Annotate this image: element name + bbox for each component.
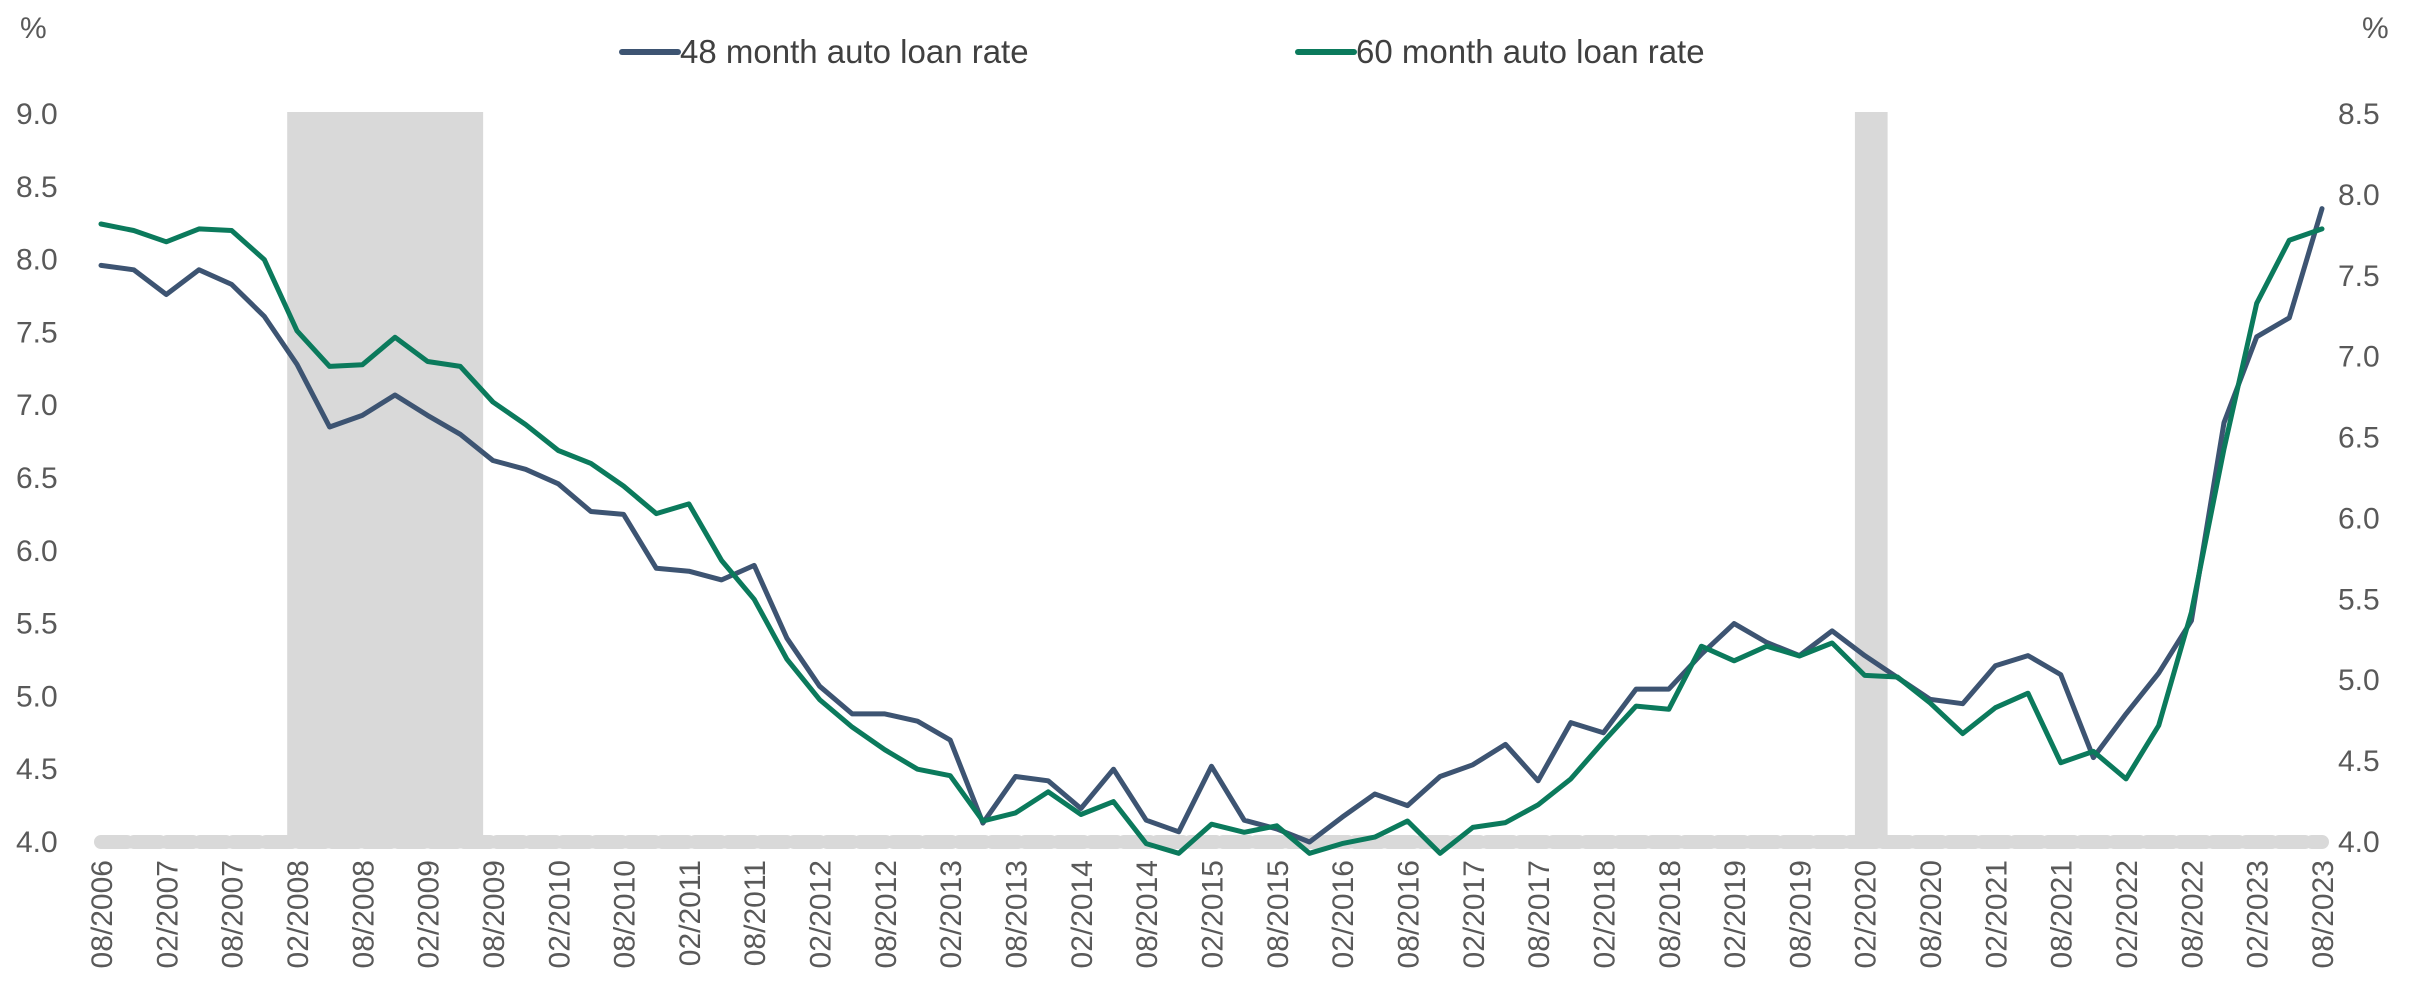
recession-band-0 [287, 112, 484, 842]
right-tick-label: 7.5 [2338, 260, 2380, 293]
right-tick-label: 6.0 [2338, 502, 2380, 535]
right-tick-label: 7.0 [2338, 341, 2380, 374]
series-lines-layer [98, 206, 2325, 856]
x-tick-label: 02/2023 [2242, 860, 2275, 968]
x-tick-label: 02/2021 [1980, 860, 2013, 968]
x-tick-label: 02/2020 [1850, 860, 1883, 968]
right-tick-label: 4.5 [2338, 745, 2380, 778]
x-tick-label: 08/2014 [1131, 860, 1164, 968]
x-tick-label: 08/2015 [1262, 860, 1295, 968]
right-tick-label: 5.5 [2338, 583, 2380, 616]
x-tick-label: 02/2016 [1327, 860, 1360, 968]
right-y-axis: % 4.0 4.5 5.0 5.5 6.0 6.5 7.0 7.5 8.0 8.5 [2338, 12, 2389, 859]
x-tick-label: 08/2020 [1915, 860, 1948, 968]
legend-label-60-month: 60 month auto loan rate [1356, 33, 1705, 70]
x-tick-label: 08/2018 [1654, 860, 1687, 968]
x-tick-label: 08/2016 [1392, 860, 1425, 968]
x-tick-label: 02/2011 [674, 860, 707, 966]
x-tick-label: 08/2007 [217, 860, 250, 968]
x-tick-label: 08/2006 [86, 860, 119, 968]
x-tick-label: 02/2022 [2111, 860, 2144, 968]
x-tick-label: 02/2013 [935, 860, 968, 968]
x-tick-label: 02/2012 [805, 860, 838, 968]
x-tick-label: 08/2013 [1001, 860, 1034, 968]
x-tick-label: 02/2019 [1719, 860, 1752, 968]
x-tick-label: 02/2018 [1588, 860, 1621, 968]
x-tick-label: 02/2014 [1066, 860, 1099, 968]
legend: 48 month auto loan rate 60 month auto lo… [619, 33, 1705, 70]
x-axis: 08/2006 02/2007 08/2007 02/2008 08/2008 02/20… [86, 860, 2340, 968]
x-tick-label: 08/2023 [2307, 860, 2340, 968]
x-tick-label: 02/2009 [413, 860, 446, 968]
right-tick-label: 8.0 [2338, 179, 2380, 212]
x-tick-label: 08/2012 [870, 860, 903, 968]
left-tick-label: 8.5 [16, 171, 58, 204]
legend-item-48-month: 48 month auto loan rate [619, 33, 1029, 70]
right-tick-label: 4.0 [2338, 826, 2380, 859]
left-tick-label: 4.5 [16, 753, 58, 786]
right-tick-label: 5.0 [2338, 664, 2380, 697]
x-tick-label: 08/2008 [347, 860, 380, 968]
x-tick-label: 08/2022 [2176, 860, 2209, 968]
x-tick-label: 08/2017 [1523, 860, 1556, 968]
recession-shading-layer [287, 112, 1888, 842]
left-tick-label: 9.0 [16, 98, 58, 131]
x-tick-label: 08/2019 [1784, 860, 1817, 968]
left-tick-label: 4.0 [16, 826, 58, 859]
left-axis-unit: % [20, 12, 47, 45]
left-tick-label: 8.0 [16, 244, 58, 277]
left-tick-label: 6.5 [16, 462, 58, 495]
right-tick-label: 8.5 [2338, 98, 2380, 131]
x-tick-label: 02/2017 [1458, 860, 1491, 968]
legend-item-60-month: 60 month auto loan rate [1295, 33, 1705, 70]
x-tick-label: 02/2010 [543, 860, 576, 968]
x-tick-label: 08/2021 [2046, 860, 2079, 968]
x-tick-label: 08/2011 [739, 860, 772, 966]
recession-band-1 [1854, 112, 1888, 842]
x-tick-label: 08/2010 [609, 860, 642, 968]
series-line-48-month [98, 206, 2325, 845]
left-y-axis: % 4.0 4.5 5.0 5.5 6.0 6.5 7.0 7.5 8.0 8.5 9.0 [16, 12, 58, 859]
x-tick-label: 02/2015 [1197, 860, 1230, 968]
x-tick-label: 02/2008 [282, 860, 315, 968]
right-axis-unit: % [2362, 12, 2389, 45]
left-tick-label: 7.5 [16, 316, 58, 349]
right-tick-label: 6.5 [2338, 422, 2380, 455]
x-tick-label: 02/2007 [151, 860, 184, 968]
left-tick-label: 5.5 [16, 608, 58, 641]
series-line-60-month [98, 221, 2325, 856]
left-tick-label: 5.0 [16, 680, 58, 713]
left-tick-label: 6.0 [16, 535, 58, 568]
left-tick-label: 7.0 [16, 389, 58, 422]
x-tick-label: 08/2009 [478, 860, 511, 968]
legend-label-48-month: 48 month auto loan rate [680, 33, 1029, 70]
